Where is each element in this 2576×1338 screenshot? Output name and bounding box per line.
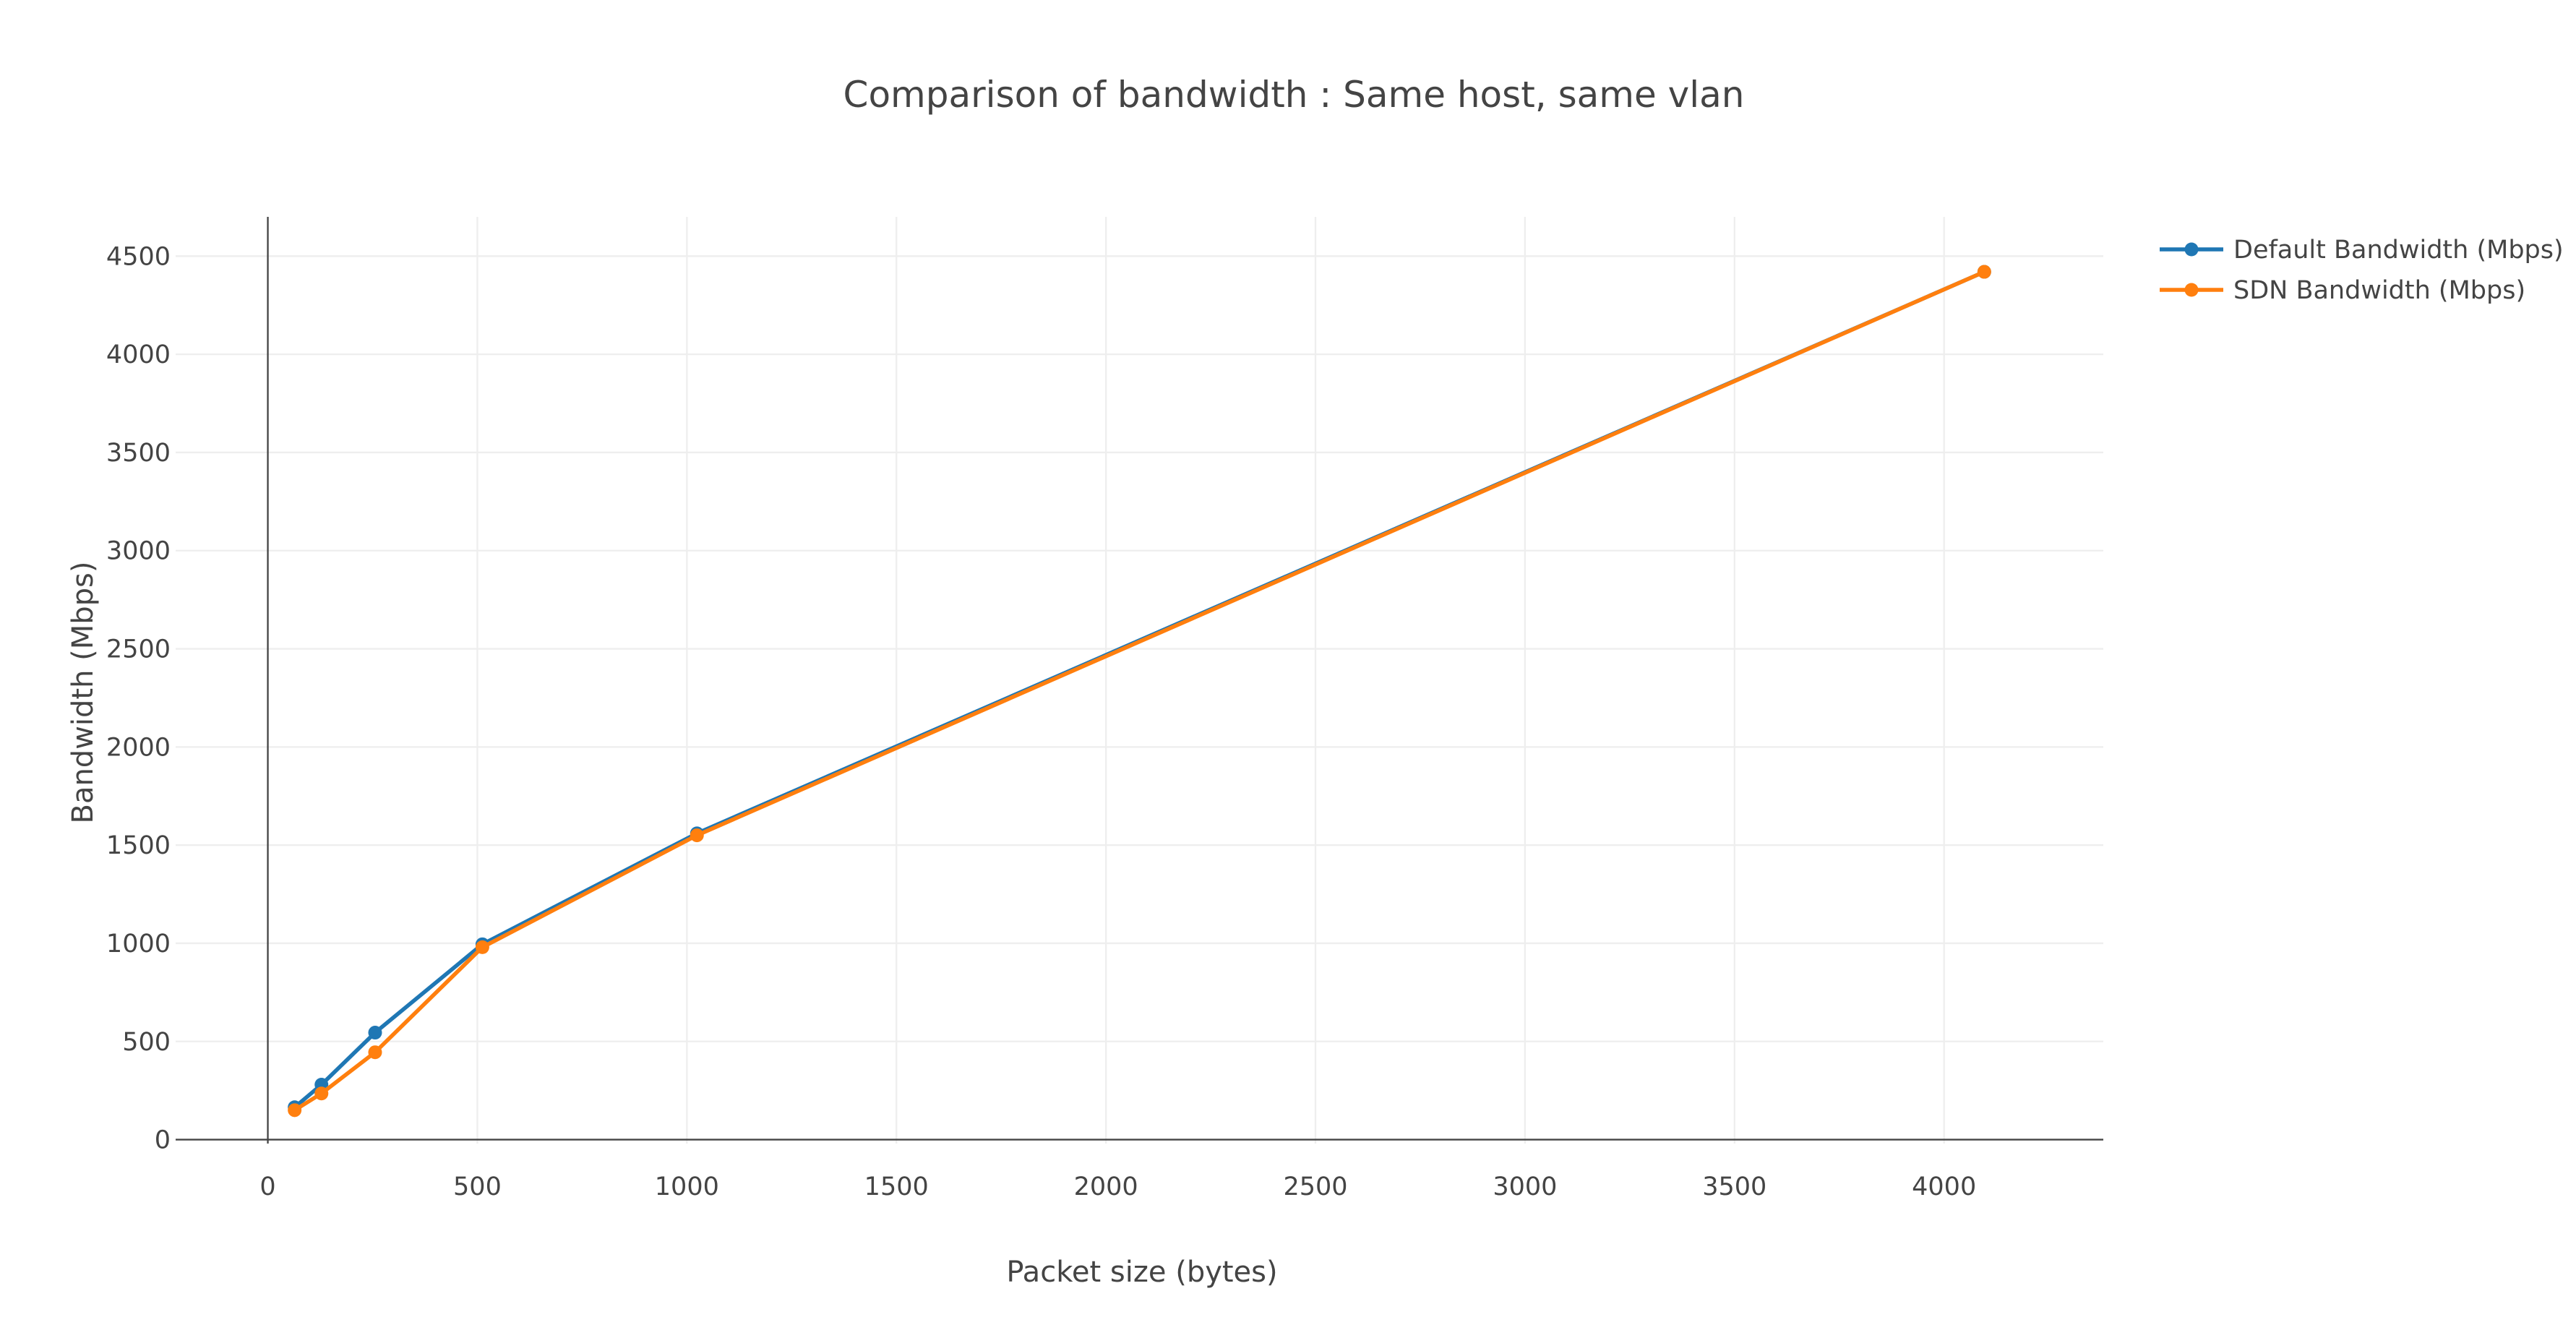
x-tick-label: 0 bbox=[259, 1172, 275, 1201]
x-tick-label: 4000 bbox=[1912, 1172, 1976, 1201]
y-tick-label: 1000 bbox=[106, 930, 171, 959]
series-2-point bbox=[314, 1086, 329, 1101]
legend-swatch-marker bbox=[2184, 242, 2199, 257]
x-axis-title: Packet size (bytes) bbox=[1006, 1256, 1277, 1289]
y-tick-label: 4000 bbox=[106, 340, 171, 369]
series-2-point bbox=[368, 1045, 382, 1060]
legend: Default Bandwidth (Mbps) SDN Bandwidth (M… bbox=[2160, 236, 2564, 305]
y-tick-label: 0 bbox=[155, 1126, 171, 1155]
y-axis-title: Bandwidth (Mbps) bbox=[66, 561, 100, 823]
y-tick-label: 2000 bbox=[106, 733, 171, 762]
series-layer bbox=[288, 265, 1991, 1118]
ticks-layer: 0 500 1000 1500 2000 2500 3000 3500 4000 0 500 1000… bbox=[106, 242, 1976, 1201]
series-2-point bbox=[288, 1103, 302, 1118]
axes-layer bbox=[176, 217, 2103, 1144]
y-tick-label: 2500 bbox=[106, 635, 171, 664]
legend-label: Default Bandwidth (Mbps) bbox=[2233, 236, 2564, 265]
series-2-point bbox=[475, 940, 489, 954]
series-1-point bbox=[368, 1026, 382, 1040]
x-tick-label: 3000 bbox=[1493, 1172, 1557, 1201]
series-2-point bbox=[1977, 265, 1991, 279]
y-tick-label: 3000 bbox=[106, 537, 171, 566]
legend-label: SDN Bandwidth (Mbps) bbox=[2233, 276, 2525, 305]
series-2-point bbox=[690, 828, 704, 843]
legend-item: Default Bandwidth (Mbps) bbox=[2160, 236, 2564, 265]
y-tick-label: 4500 bbox=[106, 242, 171, 271]
y-tick-label: 3500 bbox=[106, 439, 171, 468]
x-tick-label: 2500 bbox=[1283, 1172, 1347, 1201]
legend-swatch-marker bbox=[2184, 283, 2199, 297]
x-tick-label: 3500 bbox=[1702, 1172, 1766, 1201]
x-tick-label: 1000 bbox=[655, 1172, 719, 1201]
legend-item: SDN Bandwidth (Mbps) bbox=[2160, 276, 2525, 305]
x-tick-label: 500 bbox=[453, 1172, 502, 1201]
y-tick-label: 1500 bbox=[106, 831, 171, 860]
chart-title: Comparison of bandwidth : Same host, sam… bbox=[843, 74, 1745, 116]
y-tick-label: 500 bbox=[122, 1028, 171, 1057]
x-tick-label: 2000 bbox=[1074, 1172, 1138, 1201]
x-tick-label: 1500 bbox=[864, 1172, 929, 1201]
grid-layer bbox=[176, 217, 2103, 1144]
